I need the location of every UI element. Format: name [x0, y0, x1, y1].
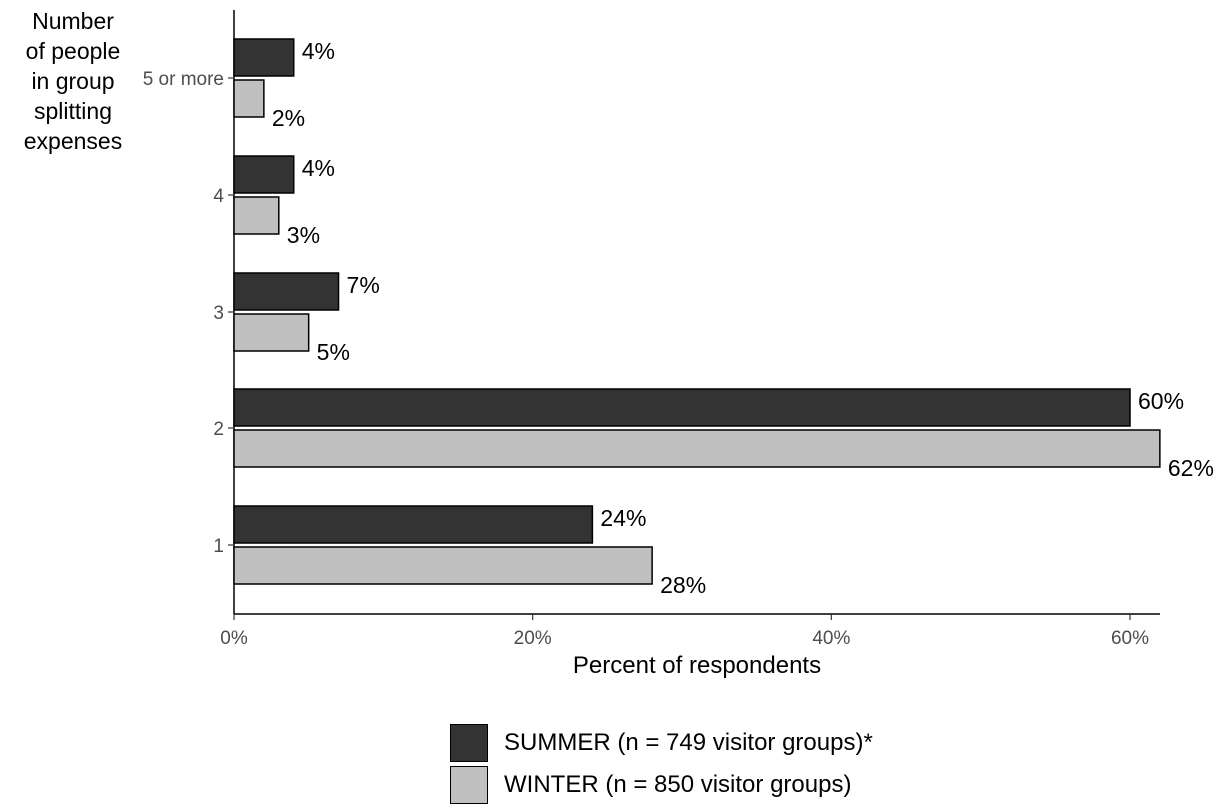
x-tick-label: 60%: [1111, 628, 1149, 649]
bar-summer: [233, 505, 594, 544]
x-axis-label: Percent of respondents: [573, 652, 821, 679]
bar-summer: [233, 272, 340, 311]
bar-winter: [233, 546, 653, 585]
bar-winter: [233, 313, 310, 352]
legend-label-winter: WINTER (n = 850 visitor groups): [504, 771, 852, 798]
legend-swatch-summer: [450, 724, 488, 762]
data-label-summer: 7%: [347, 272, 380, 298]
y-tick-label: 5 or more: [143, 69, 224, 90]
bar-winter: [233, 429, 1161, 468]
x-tick-label: 0%: [220, 628, 248, 649]
bar-winter: [233, 79, 265, 118]
legend-item-summer: SUMMER (n = 749 visitor groups)*: [450, 722, 873, 764]
legend: SUMMER (n = 749 visitor groups)* WINTER …: [450, 722, 873, 806]
bar-summer: [233, 155, 295, 194]
data-label-winter: 3%: [287, 222, 320, 248]
legend-item-winter: WINTER (n = 850 visitor groups): [450, 764, 873, 806]
x-tick-label: 40%: [812, 628, 850, 649]
bar-winter: [233, 196, 280, 235]
legend-swatch-winter: [450, 766, 488, 804]
data-label-summer: 4%: [302, 155, 335, 181]
data-label-winter: 5%: [317, 339, 350, 365]
data-label-summer: 60%: [1138, 388, 1184, 414]
data-label-winter: 2%: [272, 105, 305, 131]
data-label-winter: 28%: [660, 572, 706, 598]
y-axis-label: Number of people in group splitting expe…: [23, 8, 123, 154]
data-label-summer: 4%: [302, 38, 335, 64]
data-label-winter: 62%: [1168, 455, 1214, 481]
bar-summer: [233, 38, 295, 77]
y-tick-label: 1: [213, 536, 224, 557]
bar-summer: [233, 388, 1131, 427]
x-tick-label: 20%: [514, 628, 552, 649]
legend-label-summer: SUMMER (n = 749 visitor groups)*: [504, 729, 873, 756]
y-tick-label: 3: [213, 303, 224, 324]
y-tick-label: 2: [213, 419, 224, 440]
y-tick-label: 4: [213, 186, 224, 207]
data-label-summer: 24%: [600, 505, 646, 531]
